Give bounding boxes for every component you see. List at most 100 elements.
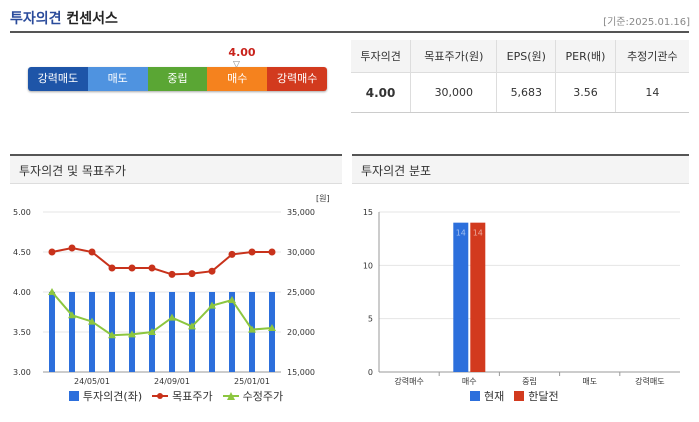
col-eps: EPS(원) (496, 40, 556, 73)
value-opinion: 4.00 (351, 72, 411, 113)
legend-target-price: 목표주가 (152, 388, 213, 404)
target-price-point (188, 270, 196, 278)
opinion-price-chart: 5.00 4.50 4.00 3.50 3.00 35,000 30,000 25,000 20… (13, 194, 330, 386)
right-tick-label: 30,000 (287, 248, 315, 257)
left-tick-label: 4.50 (13, 248, 31, 257)
right-legend: 현재 한달전 (470, 388, 559, 404)
header-divider (10, 31, 689, 33)
month-ago-bar (470, 222, 486, 372)
adjusted-price-line (51, 291, 273, 337)
scale-strong-buy: 강력매수 (267, 67, 327, 91)
category-label: 강력매도 (635, 376, 664, 386)
adjusted-price-point (68, 311, 76, 319)
distribution-chart: 15 10 5 0 강력매수 매수 14 14 중립 매도 강력매도 (363, 208, 680, 386)
opinion-bar (209, 292, 215, 372)
left-tick-label: 3.00 (13, 368, 31, 377)
opinion-bar (229, 292, 235, 372)
target-price-point (108, 264, 116, 272)
col-per: PER(배) (555, 40, 616, 73)
adjusted-price-point (168, 313, 176, 321)
adjusted-price-point (188, 322, 196, 330)
panel-title: 투자의견 분포 (352, 154, 689, 184)
adjusted-price-point (228, 296, 236, 303)
legend-opinion-swatch (68, 391, 79, 401)
target-price-point (68, 244, 76, 252)
title-main: 투자의견 (10, 11, 62, 27)
opinion-bar (49, 292, 55, 372)
month-ago-bar-value-label: 14 (473, 229, 483, 238)
target-price-point (268, 248, 276, 256)
distribution-panel: 투자의견 분포 (352, 154, 689, 184)
legend-adjusted-swatch (222, 392, 239, 400)
scale-buy: 매수 (207, 67, 268, 91)
target-price-point (148, 264, 156, 272)
left-tick-label: 3.50 (13, 328, 31, 337)
right-tick-label: 20,000 (287, 328, 315, 337)
current-opinion-value: 4.00 (228, 46, 256, 59)
legend-target-swatch (152, 393, 169, 399)
current-marker-icon: ▽ (233, 60, 240, 70)
y-tick-label: 15 (363, 208, 373, 217)
x-tick-label: 25/01/01 (234, 377, 270, 386)
opinion-bar (189, 292, 195, 372)
right-tick-label: 15,000 (287, 368, 315, 377)
legend-current-swatch (470, 391, 480, 401)
adjusted-price-point (268, 324, 276, 331)
opinion-price-panel: 투자의견 및 목표주가 (10, 154, 342, 184)
current-bar (453, 222, 469, 372)
scale-strong-sell: 강력매도 (28, 67, 88, 91)
y-tick-label: 0 (368, 368, 373, 377)
title-sub: 컨센서스 (66, 11, 118, 27)
target-price-point (168, 270, 176, 278)
opinion-bar (269, 292, 275, 372)
col-institutions: 추정기관수 (614, 40, 689, 73)
opinion-scale: 강력매도 매도 중립 매수 강력매수 (28, 67, 327, 91)
legend-month-ago-swatch (514, 391, 525, 401)
target-price-point (248, 248, 256, 256)
adjusted-price-point (148, 328, 156, 335)
adjusted-price-point (48, 288, 56, 295)
adjusted-price-point (248, 325, 256, 333)
adjusted-price-point (108, 331, 116, 339)
category-label: 매도 (582, 377, 597, 386)
value-institutions: 14 (614, 72, 689, 113)
value-per: 3.56 (555, 72, 616, 113)
y-tick-label: 10 (363, 261, 373, 270)
category-label: 매수 (462, 377, 477, 386)
legend-current: 현재 (470, 388, 504, 404)
category-label: 중립 (522, 377, 537, 386)
adjusted-price-point (128, 330, 136, 338)
legend-adjusted-price: 수정주가 (222, 388, 283, 404)
y-tick-label: 5 (368, 315, 373, 324)
target-price-point (88, 248, 96, 256)
target-price-point (228, 250, 236, 258)
right-axis-unit: [원] (316, 194, 330, 203)
target-price-point (208, 267, 216, 275)
consensus-summary-table: 투자의견 목표주가(원) EPS(원) PER(배) 추정기관수 4.00 30… (351, 40, 689, 113)
col-opinion: 투자의견 (351, 40, 411, 73)
opinion-bar (169, 292, 175, 372)
scale-neutral: 중립 (147, 67, 208, 91)
table-row: 4.00 30,000 5,683 3.56 14 (351, 72, 689, 113)
x-tick-label: 24/09/01 (154, 377, 190, 386)
legend-opinion: 투자의견(좌) (68, 388, 142, 404)
panel-title: 투자의견 및 목표주가 (10, 154, 342, 184)
opinion-bar (69, 292, 75, 372)
right-tick-label: 25,000 (287, 288, 315, 297)
current-bar-value-label: 14 (456, 229, 466, 238)
x-tick-label: 24/05/01 (74, 377, 110, 386)
legend-month-ago: 한달전 (514, 388, 559, 404)
target-price-point (128, 264, 136, 272)
base-date: [기준:2025.01.16] (603, 17, 690, 28)
adjusted-price-point (88, 317, 96, 325)
left-tick-label: 5.00 (13, 208, 31, 217)
page-title: 투자의견 컨센서스 (10, 8, 118, 28)
col-target-price: 목표주가(원) (410, 40, 497, 73)
target-price-point (48, 248, 56, 256)
adjusted-price-point (208, 301, 216, 309)
category-label: 강력매수 (394, 376, 423, 386)
value-eps: 5,683 (496, 72, 556, 113)
opinion-bar (89, 292, 95, 372)
right-tick-label: 35,000 (287, 208, 315, 217)
value-target-price: 30,000 (410, 72, 497, 113)
